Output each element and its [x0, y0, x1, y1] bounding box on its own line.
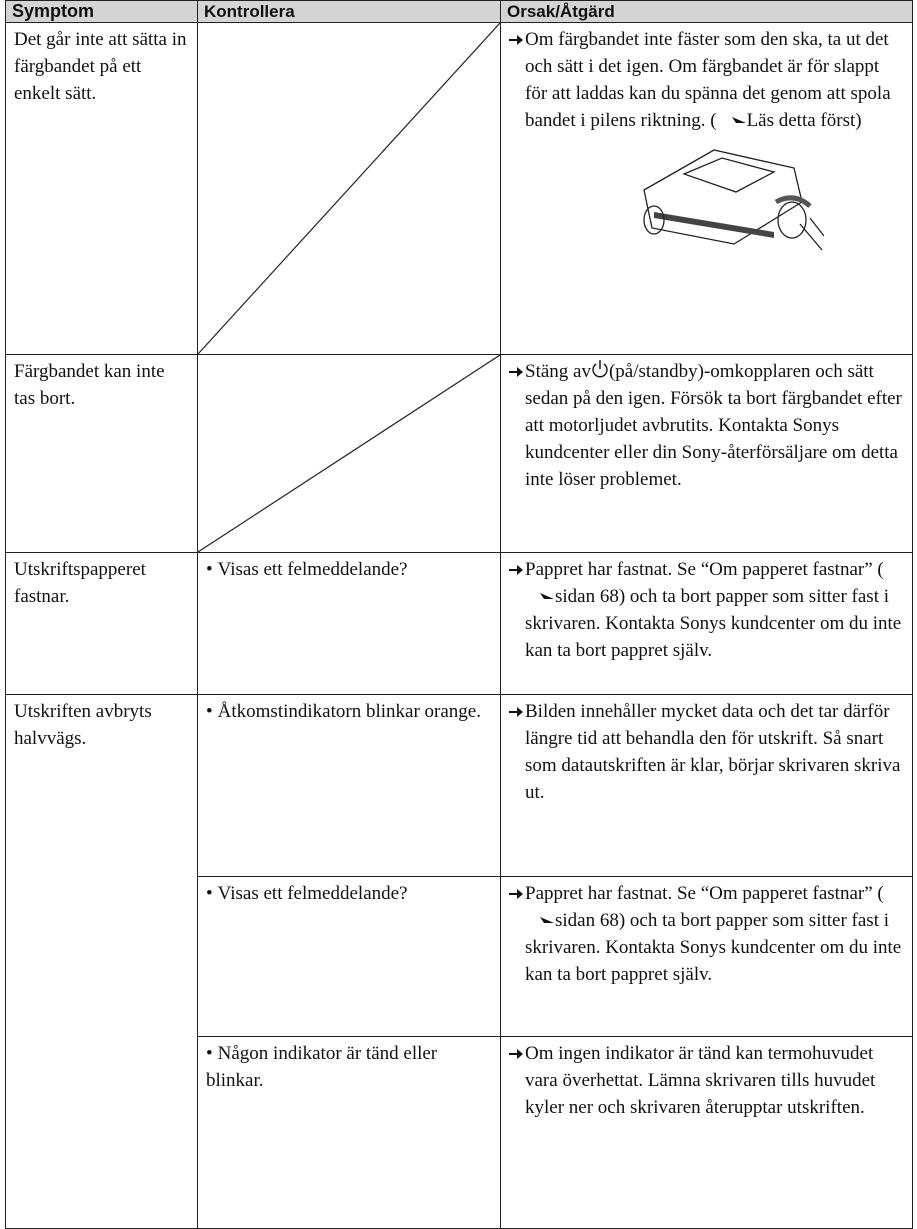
reference-icon	[526, 916, 554, 923]
arrow-shape	[509, 367, 523, 377]
arrow-shape	[509, 565, 523, 575]
table-head: Symptom Kontrollera Orsak/Åtgärd	[5, 0, 913, 23]
cause-cell: Stäng av (på/standby)-omkopplaren och sät…	[500, 354, 913, 553]
check-cell-empty	[197, 22, 501, 355]
cartridge-window	[682, 157, 776, 193]
table-row: Någon indikator är tänd eller blinkar. Om…	[6, 1036, 913, 1229]
symptom-cell: Utskriftspapperet fastnar.	[5, 552, 198, 695]
turn-arrow	[774, 195, 812, 208]
cause-cell: Om ingen indikator är tänd kan termohuvu…	[500, 1036, 913, 1229]
table-row: Det går inte att sätta in färgbandet på …	[5, 22, 913, 355]
check-cell: Visas ett felmeddelande?	[197, 552, 501, 695]
arrow-icon	[509, 1049, 523, 1059]
finger	[799, 217, 824, 251]
cause-part: Stäng av	[525, 361, 591, 382]
arrow-shape	[509, 1049, 523, 1059]
check-text: Visas ett felmeddelande?	[206, 880, 492, 907]
diagonal-line	[198, 355, 500, 552]
ribbon-band	[654, 212, 774, 238]
spool-right	[777, 201, 807, 239]
cause-part: Pappret har fastnat. Se “Om papperet fas…	[525, 883, 884, 904]
cartridge-body	[643, 149, 803, 245]
symptom-cell: Utskriften avbryts halvvägs.	[5, 694, 198, 1229]
cause-part: Bilden innehåller mycket data och det ta…	[525, 701, 901, 803]
cause-cell: Bilden innehåller mycket data och det ta…	[500, 694, 913, 877]
arrow-icon	[509, 889, 523, 899]
troubleshooting-table: Symptom Kontrollera Orsak/Åtgärd Det går…	[5, 0, 913, 1229]
arrow-icon	[509, 565, 523, 575]
cause-text: Om färgbandet inte fäster som den ska, t…	[509, 26, 904, 134]
diagonal	[198, 355, 500, 552]
symptom-cell: Färgbandet kan inte tas bort.	[5, 354, 198, 553]
spool-left	[643, 205, 665, 235]
header-row: Symptom Kontrollera Orsak/Åtgärd	[5, 0, 913, 23]
cause-part: sidan 68) och ta bort papper som sitter …	[525, 586, 902, 661]
table-row: Färgbandet kan inte tas bort. Stäng av (på…	[5, 354, 913, 553]
cause-cell: Pappret har fastnat. Se “Om papperet fas…	[500, 552, 913, 695]
check-cell: Åtkomstindikatorn blinkar orange.	[197, 694, 501, 877]
check-cell: Någon indikator är tänd eller blinkar.	[197, 1036, 501, 1229]
diagonal	[198, 23, 500, 354]
cause-part: Pappret har fastnat. Se “Om papperet fas…	[525, 559, 884, 580]
cause-part: Om färgbandet inte fäster som den ska, t…	[525, 29, 891, 131]
reference-shape	[526, 592, 554, 599]
header-cell: Orsak/Åtgärd	[500, 0, 913, 23]
check-text: Visas ett felmeddelande?	[206, 556, 492, 583]
table-row: Visas ett felmeddelande? Pappret har fast…	[6, 876, 913, 1037]
arrow-icon	[509, 35, 523, 45]
cause-part: Om ingen indikator är tänd kan termohuvu…	[525, 1043, 876, 1118]
reference-shape	[717, 116, 746, 123]
power-arc	[592, 363, 608, 378]
check-cell: Visas ett felmeddelande?	[197, 876, 501, 1037]
arrow-shape	[509, 889, 523, 899]
cause-text: Om ingen indikator är tänd kan termohuvu…	[509, 1040, 904, 1121]
table-row: Utskriftspapperet fastnar. Visas ett felm…	[5, 552, 913, 695]
reference-shape	[526, 916, 554, 923]
power-icon	[592, 360, 608, 378]
ribbon-illustration	[643, 149, 824, 251]
table-body: Det går inte att sätta in färgbandet på …	[5, 22, 913, 1229]
cause-cell: Pappret har fastnat. Se “Om papperet fas…	[500, 876, 913, 1037]
cause-part: (på/standby)-omkopplaren och sätt sedan …	[525, 361, 902, 490]
arrow-icon	[509, 367, 523, 377]
check-text: Någon indikator är tänd eller blinkar.	[206, 1040, 492, 1094]
cause-part: Läs detta först)	[746, 110, 862, 131]
cause-text: Bilden innehåller mycket data och det ta…	[509, 698, 904, 806]
reference-icon	[717, 116, 746, 123]
cause-text: Pappret har fastnat. Se “Om papperet fas…	[509, 556, 904, 664]
arrow-shape	[509, 707, 523, 717]
cause-text: Stäng av (på/standby)-omkopplaren och sät…	[509, 358, 904, 493]
cause-cell: Om färgbandet inte fäster som den ska, t…	[500, 22, 913, 355]
cause-part: sidan 68) och ta bort papper som sitter …	[525, 910, 902, 985]
cause-text: Pappret har fastnat. Se “Om papperet fas…	[509, 880, 904, 988]
symptom-cell: Det går inte att sätta in färgbandet på …	[5, 22, 198, 355]
reference-icon	[526, 592, 554, 599]
arrow-shape	[509, 35, 523, 45]
diagonal-line	[198, 23, 500, 354]
header-cell: Symptom	[5, 0, 198, 23]
check-cell-empty	[197, 354, 501, 553]
check-text: Åtkomstindikatorn blinkar orange.	[206, 698, 492, 725]
arrow-icon	[509, 707, 523, 717]
header-cell: Kontrollera	[197, 0, 501, 23]
table-row: Utskriften avbryts halvvägs. Åtkomstindik…	[5, 694, 913, 1229]
